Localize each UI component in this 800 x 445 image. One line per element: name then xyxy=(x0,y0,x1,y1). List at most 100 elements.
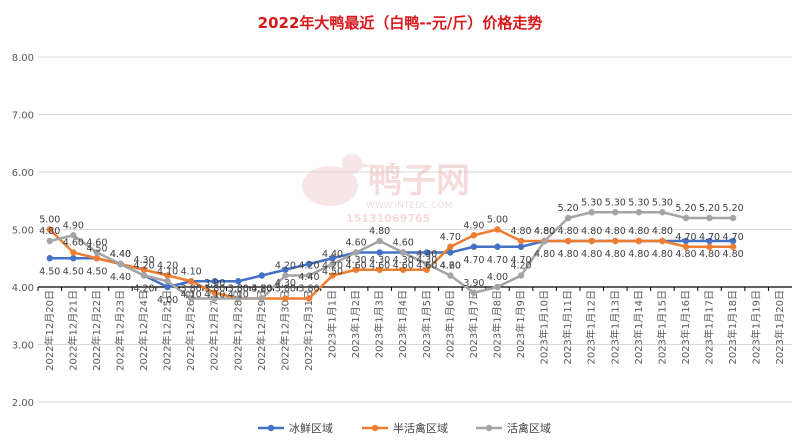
x-tick-label: 2023年1月3日 xyxy=(373,290,386,358)
data-label: 4.20 xyxy=(510,261,531,272)
data-point xyxy=(164,278,171,285)
data-label: 4.80 xyxy=(675,249,696,260)
y-tick-label: 6.00 xyxy=(12,168,34,179)
data-point xyxy=(706,237,713,245)
data-label: 4.40 xyxy=(298,272,319,283)
data-label: 4.70 xyxy=(723,232,744,243)
data-label: 4.30 xyxy=(416,255,437,266)
data-label: 4.30 xyxy=(275,278,296,289)
x-tick-label: 2022年12月31日 xyxy=(302,290,315,371)
x-tick-label: 2023年1月5日 xyxy=(420,290,433,358)
data-point xyxy=(305,272,313,279)
x-tick-label: 2023年1月15日 xyxy=(655,290,668,365)
data-point xyxy=(635,237,643,245)
data-point xyxy=(352,249,360,256)
data-label: 4.90 xyxy=(463,220,484,231)
data-label: 4.80 xyxy=(699,249,720,260)
data-label: 4.80 xyxy=(581,249,602,260)
y-tick-label: 5.00 xyxy=(12,226,34,237)
chart-title: 2022年大鸭最近（白鸭--元/斤）价格走势 xyxy=(257,14,543,32)
data-label: 5.20 xyxy=(675,203,696,214)
data-point xyxy=(305,295,313,302)
data-label: 4.10 xyxy=(181,289,202,300)
data-label: 4.50 xyxy=(86,243,107,254)
data-label: 4.60 xyxy=(416,261,437,272)
data-label: 5.30 xyxy=(581,197,602,208)
data-label: 4.60 xyxy=(393,261,414,272)
data-point xyxy=(517,272,525,279)
y-tick-label: 4.00 xyxy=(12,283,34,294)
data-point xyxy=(612,209,619,216)
data-label: 4.00 xyxy=(487,272,508,283)
data-point xyxy=(305,260,313,268)
data-point xyxy=(706,214,713,222)
legend-marker xyxy=(485,424,493,432)
data-point xyxy=(470,243,478,250)
x-tick-label: 2023年1月2日 xyxy=(349,290,362,358)
data-point xyxy=(682,237,690,245)
data-point xyxy=(235,278,242,285)
x-tick-label: 2023年1月11日 xyxy=(561,290,574,365)
data-label: 4.50 xyxy=(63,266,84,277)
watermark: 鸭子网 WWW.INTEDC.COM 15131069765 xyxy=(302,154,470,225)
data-point xyxy=(400,249,407,256)
data-point xyxy=(517,243,525,250)
data-point xyxy=(46,226,53,233)
x-tick-label: 2023年1月16日 xyxy=(679,290,692,365)
data-label: 4.80 xyxy=(558,226,579,237)
data-label: 4.40 xyxy=(110,249,131,260)
data-point xyxy=(140,272,148,279)
series-line xyxy=(48,228,734,300)
x-tick-label: 2023年1月13日 xyxy=(608,290,621,365)
legend-label: 冰鲜区域 xyxy=(289,421,333,435)
legend-label: 半活禽区域 xyxy=(393,421,448,435)
data-label: 3.90 xyxy=(204,278,225,289)
x-tick-label: 2023年1月7日 xyxy=(467,290,480,358)
data-label: 4.10 xyxy=(157,266,178,277)
data-label: 4.80 xyxy=(628,226,649,237)
data-label: 4.70 xyxy=(675,232,696,243)
data-point xyxy=(117,260,124,268)
data-label: 3.80 xyxy=(251,284,272,295)
data-point xyxy=(187,295,195,302)
data-point xyxy=(423,249,430,256)
x-tick-label: 2023年1月10日 xyxy=(538,290,551,365)
data-point xyxy=(46,237,53,245)
data-label: 4.50 xyxy=(39,266,60,277)
data-label: 4.60 xyxy=(346,261,367,272)
data-point xyxy=(164,272,171,279)
data-label: 5.30 xyxy=(628,197,649,208)
data-label: 4.70 xyxy=(699,232,720,243)
data-label: 4.70 xyxy=(463,255,484,266)
data-point xyxy=(70,232,77,239)
legend-marker xyxy=(371,424,379,432)
x-axis: 2022年12月20日 2022年12月21日 2022年12月22日 2022年12… xyxy=(37,287,786,371)
data-label: 4.10 xyxy=(181,266,202,277)
data-label: 4.60 xyxy=(86,238,107,249)
data-point xyxy=(564,237,572,245)
x-tick-label: 2022年12月25日 xyxy=(161,290,174,371)
data-point xyxy=(423,266,430,273)
data-label: 4.80 xyxy=(39,226,60,237)
series-lines xyxy=(46,209,737,302)
data-label: 4.80 xyxy=(510,226,531,237)
data-point xyxy=(494,243,501,250)
data-label: 4.20 xyxy=(440,261,461,272)
data-label: 4.20 xyxy=(298,261,319,272)
data-point xyxy=(282,272,289,279)
data-point xyxy=(447,243,454,250)
legend: 冰鲜区域 半活禽区域 活禽区域 xyxy=(258,421,551,435)
data-point xyxy=(659,209,666,216)
data-point xyxy=(494,226,501,233)
y-tick-label: 3.00 xyxy=(12,341,34,352)
data-label: 4.80 xyxy=(581,226,602,237)
data-label: 4.40 xyxy=(416,249,437,260)
x-tick-label: 2023年1月6日 xyxy=(443,290,456,358)
data-point xyxy=(376,237,383,245)
data-label: 4.80 xyxy=(628,249,649,260)
x-tick-label: 2023年1月14日 xyxy=(632,290,645,365)
x-tick-label: 2023年1月17日 xyxy=(703,290,716,365)
data-label: 4.80 xyxy=(652,226,673,237)
data-point xyxy=(70,255,77,262)
